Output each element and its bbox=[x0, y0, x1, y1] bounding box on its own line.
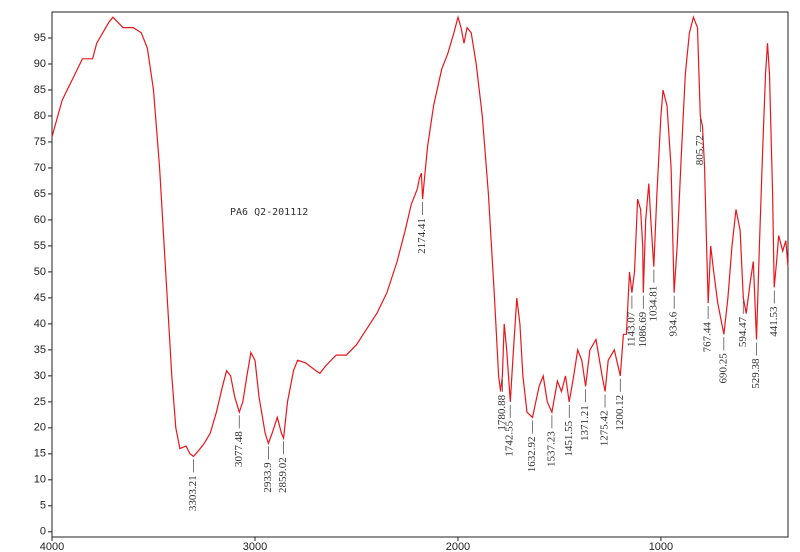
y-tick-label: 50 bbox=[34, 266, 46, 278]
y-tick-label: 0 bbox=[40, 526, 46, 538]
x-tick-label: 2000 bbox=[446, 541, 470, 552]
peak-label: 529.38 bbox=[750, 358, 762, 389]
peak-label: 594.47 bbox=[737, 316, 749, 347]
spectrum-line bbox=[51, 14, 789, 458]
peak-label: 1034.81 bbox=[647, 286, 659, 322]
peak-label: 3303.21 bbox=[187, 475, 199, 511]
peak-label: 1086.69 bbox=[637, 311, 649, 347]
x-tick-label: 3000 bbox=[243, 541, 267, 552]
y-tick-label: 95 bbox=[34, 32, 46, 44]
peak-label: 1200.12 bbox=[614, 395, 626, 431]
y-tick-label: 20 bbox=[34, 422, 46, 434]
peak-label: 805.72 bbox=[694, 135, 706, 165]
peak-label: 2933.9 bbox=[262, 462, 274, 493]
y-tick-label: 75 bbox=[34, 136, 46, 148]
y-tick-label: 10 bbox=[34, 474, 46, 486]
peak-label: 1451.55 bbox=[563, 420, 575, 456]
sample-label: PA6 Q2-201112 bbox=[230, 207, 308, 218]
peak-label: 1143.07 bbox=[625, 311, 637, 347]
y-tick-label: 40 bbox=[34, 318, 46, 330]
peak-label: 690.25 bbox=[717, 353, 729, 384]
peak-label: 1742.55 bbox=[504, 420, 516, 456]
y-tick-label: 65 bbox=[34, 188, 46, 200]
y-tick-label: 60 bbox=[34, 214, 46, 226]
peak-label: 1780.88 bbox=[496, 394, 508, 430]
peak-label: 3077.48 bbox=[233, 431, 245, 467]
y-tick-label: 85 bbox=[34, 84, 46, 96]
peak-label: 2174.41 bbox=[416, 218, 428, 254]
x-tick-label: 4000 bbox=[40, 541, 64, 552]
peak-label: 1275.42 bbox=[599, 410, 611, 446]
y-tick-label: 15 bbox=[34, 448, 46, 460]
y-tick-label: 5 bbox=[40, 500, 46, 512]
peak-label: 441.53 bbox=[768, 306, 780, 337]
y-tick-label: 30 bbox=[34, 370, 46, 382]
peak-label: 2859.02 bbox=[277, 457, 289, 493]
peak-label: 934.6 bbox=[668, 311, 680, 336]
y-tick-label: 45 bbox=[34, 292, 46, 304]
peak-label: 767.44 bbox=[702, 322, 714, 353]
peak-label: 1371.21 bbox=[579, 405, 591, 441]
peak-label: 1537.23 bbox=[545, 431, 557, 467]
y-tick-label: 90 bbox=[34, 58, 46, 70]
y-tick-label: 25 bbox=[34, 396, 46, 408]
plot-frame bbox=[51, 11, 789, 538]
x-tick-label: 1000 bbox=[649, 541, 673, 552]
y-tick-label: 80 bbox=[34, 110, 46, 122]
peak-label: 1632.92 bbox=[526, 436, 538, 472]
y-tick-label: 70 bbox=[34, 162, 46, 174]
y-tick-label: 55 bbox=[34, 240, 46, 252]
y-tick-label: 35 bbox=[34, 344, 46, 356]
